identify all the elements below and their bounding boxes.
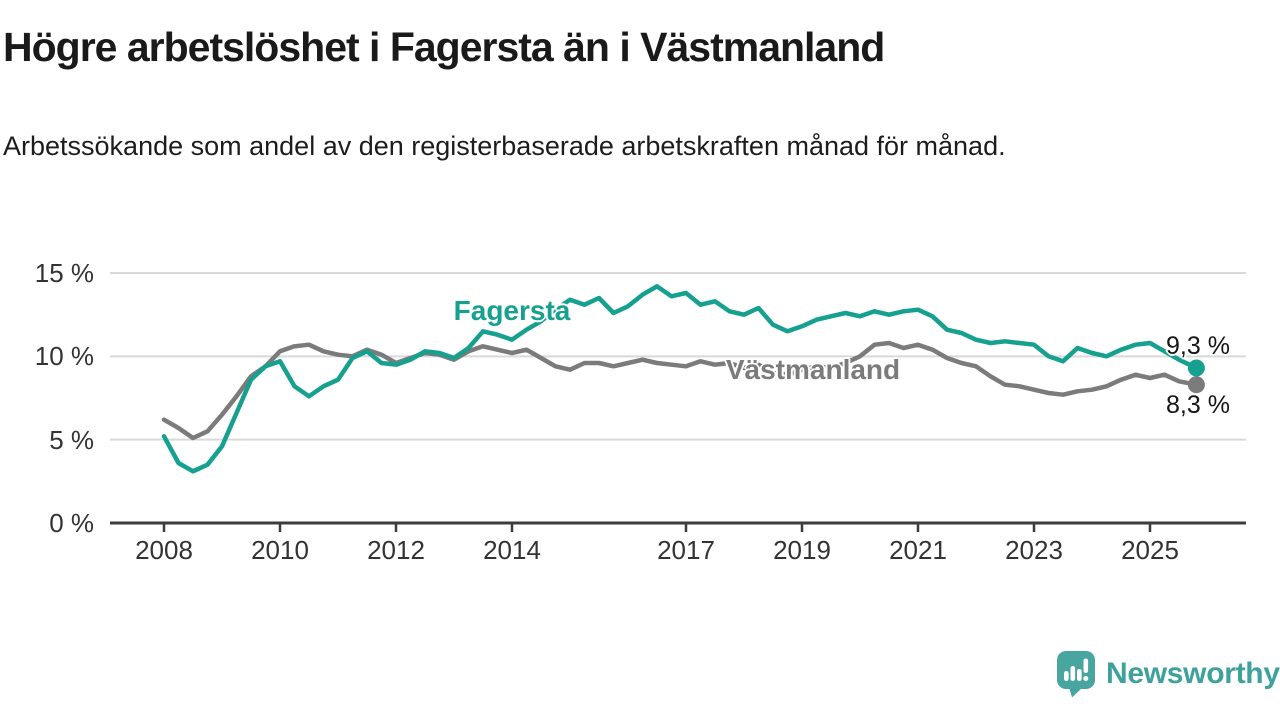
x-axis-tick-label: 2014 <box>483 535 541 565</box>
x-axis-tick-label: 2021 <box>889 535 947 565</box>
y-axis-tick-label: 0 % <box>49 508 94 538</box>
newsworthy-bubble-chart-icon <box>1057 651 1095 698</box>
logo-text: Newsworthy <box>1106 657 1280 690</box>
y-axis-tick-label: 5 % <box>49 424 94 455</box>
x-axis-tick-label: 2019 <box>773 535 831 565</box>
x-axis-tick-label: 2017 <box>657 535 715 565</box>
series-end-dot-västmanland <box>1187 376 1205 394</box>
speech-bubble-tail <box>1069 687 1083 698</box>
y-axis-tick-label: 15 % <box>34 258 94 288</box>
y-axis-tick-label: 10 % <box>34 341 94 372</box>
exclamation-dot <box>1083 676 1089 681</box>
bar-tall <box>1070 666 1076 681</box>
chart-subtitle: Arbetssökande som andel av den registerb… <box>3 131 1006 161</box>
bar-small <box>1064 671 1069 681</box>
x-axis-tick-label: 2025 <box>1121 535 1179 565</box>
newsworthy-logo: Newsworthy <box>1056 650 1280 698</box>
bar-medium <box>1077 669 1082 681</box>
end-value-label-vastmanland: 8,3 % <box>1166 391 1230 419</box>
x-axis-tick-label: 2012 <box>367 535 425 565</box>
series-label-fagersta: Fagersta <box>453 295 571 326</box>
series-line-västmanland <box>161 340 1199 441</box>
exclamation-bar <box>1083 658 1089 673</box>
x-axis-tick-label: 2008 <box>135 535 193 565</box>
page-title: Högre arbetslöshet i Fagersta än i Västm… <box>3 24 885 70</box>
x-axis-tick-label: 2010 <box>251 535 309 565</box>
end-value-label-fagersta: 9,3 % <box>1166 332 1230 360</box>
series-end-dot-fagersta <box>1187 359 1205 377</box>
series-line-fagersta <box>161 284 1199 474</box>
x-axis-tick-label: 2023 <box>1005 535 1063 565</box>
series-label-vastmanland: Västmanland <box>725 354 901 385</box>
